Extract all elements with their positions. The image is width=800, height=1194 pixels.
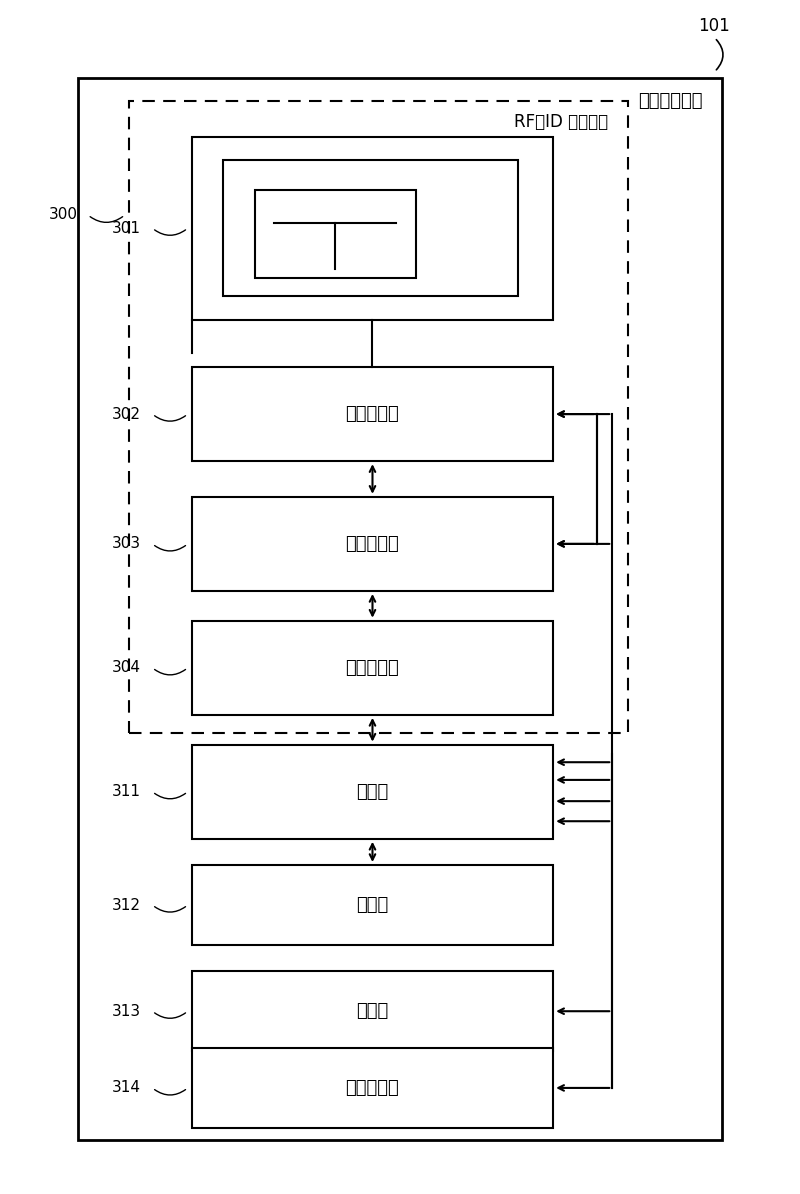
Text: 311: 311 [111, 784, 141, 799]
Text: 信号处理部: 信号处理部 [346, 659, 399, 677]
Text: 数据读取装置: 数据读取装置 [638, 92, 702, 110]
Text: 302: 302 [111, 407, 141, 421]
Bar [192, 864, 554, 946]
Bar [254, 190, 416, 278]
Bar [192, 1048, 554, 1128]
Bar [192, 137, 554, 320]
Bar [192, 745, 554, 839]
Text: 无线通信部: 无线通信部 [346, 405, 399, 423]
Bar [192, 971, 554, 1052]
Bar [129, 101, 628, 733]
Text: 312: 312 [111, 898, 141, 912]
Bar [192, 497, 554, 591]
Text: 303: 303 [111, 536, 141, 552]
Text: 信号转换部: 信号转换部 [346, 535, 399, 553]
Bar [223, 160, 518, 296]
Text: 304: 304 [111, 660, 141, 676]
Bar [192, 367, 554, 461]
Text: 301: 301 [111, 221, 141, 235]
Text: 314: 314 [111, 1081, 141, 1095]
Text: 313: 313 [111, 1004, 141, 1018]
Bar [192, 621, 554, 715]
Text: 控制部: 控制部 [356, 783, 389, 801]
Text: 存储部: 存储部 [356, 896, 389, 915]
Text: 300: 300 [49, 208, 78, 222]
Text: 显示部: 显示部 [356, 1002, 389, 1020]
Text: 101: 101 [698, 17, 730, 36]
Text: RF－ID 读／写器: RF－ID 读／写器 [514, 113, 608, 131]
Bar [78, 78, 722, 1140]
Text: 有线通信部: 有线通信部 [346, 1079, 399, 1097]
